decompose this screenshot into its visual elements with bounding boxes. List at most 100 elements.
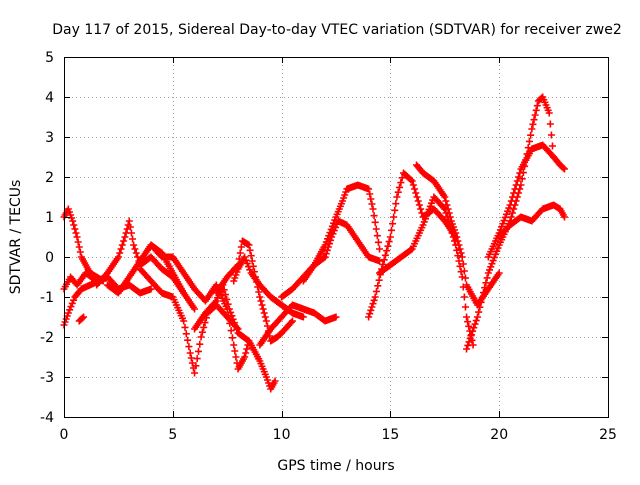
data-point [461,303,469,311]
data-point [288,317,296,325]
data-point [379,260,387,268]
data-point [393,193,401,201]
data-point [365,185,373,193]
data-point [259,305,267,313]
data-points-layer [60,93,568,393]
y-tick-label: -4 [40,410,54,426]
data-point [129,235,137,243]
data-point [454,237,462,245]
data-point [483,274,491,282]
data-point [458,253,466,261]
data-point [464,341,472,349]
y-tick-label: 2 [45,170,54,186]
data-point [147,285,155,293]
y-tick-label: 4 [45,90,54,106]
x-tick-label: 15 [381,427,399,443]
data-point [371,293,379,301]
data-point [70,296,78,304]
data-point [125,217,133,225]
data-point [465,338,473,346]
chart-title: Day 117 of 2015, Sidereal Day-to-day VTE… [52,22,622,38]
data-point [232,322,240,330]
data-point [415,201,423,209]
data-point [332,223,340,231]
data-point [367,306,375,314]
data-point [221,291,229,299]
data-point [245,241,253,249]
series-arc-h [147,241,253,373]
y-tick-label: 1 [45,210,54,226]
data-point [546,120,554,128]
data-point [127,229,135,237]
data-point [374,238,382,246]
data-point [228,334,236,342]
data-point [180,317,188,325]
data-point [271,377,279,385]
data-point [212,297,220,305]
y-tick-label: -3 [40,370,54,386]
x-tick-label: 20 [490,427,508,443]
data-point [512,181,520,189]
data-point [241,353,249,361]
data-point [407,176,415,184]
data-point [368,200,376,208]
data-point [463,313,471,321]
data-point [528,125,536,133]
data-point [262,317,270,325]
data-point [214,294,222,302]
data-point [181,323,189,331]
data-point [191,369,199,377]
y-tick-label: 5 [45,50,54,66]
data-point [389,220,397,228]
data-point [261,313,269,321]
data-point [441,193,449,201]
data-point [256,293,264,301]
data-point [381,251,389,259]
data-point [287,318,295,326]
data-point [530,116,538,124]
data-point [376,257,384,265]
data-point [527,131,535,139]
data-point [453,233,461,241]
data-point [367,195,375,203]
data-point [229,315,237,323]
data-point [482,279,490,287]
data-point [495,269,503,277]
data-point [70,221,78,229]
data-point [332,313,340,321]
data-point [232,353,240,361]
data-point [478,293,486,301]
data-point [130,241,138,249]
data-point [120,237,128,245]
data-point [460,293,468,301]
data-point [455,257,463,265]
data-point [196,340,204,348]
data-point [559,164,567,172]
data-point [458,273,466,281]
data-point [116,249,124,257]
data-point [187,354,195,362]
data-point [469,327,477,335]
data-point [508,193,516,201]
data-point [118,241,126,249]
data-point [365,313,373,321]
data-point [387,226,395,234]
data-point [236,249,244,257]
data-point [516,169,524,177]
data-point [442,197,450,205]
data-point [185,343,193,351]
data-point [69,217,77,225]
data-point [258,301,266,309]
y-tick-label: 3 [45,130,54,146]
data-point [384,242,392,250]
data-point [481,284,489,292]
data-point [510,205,518,213]
data-point [66,306,74,314]
data-point [228,312,236,320]
data-point [230,341,238,349]
data-point [242,256,250,264]
data-point [211,298,219,306]
data-point [372,287,380,295]
